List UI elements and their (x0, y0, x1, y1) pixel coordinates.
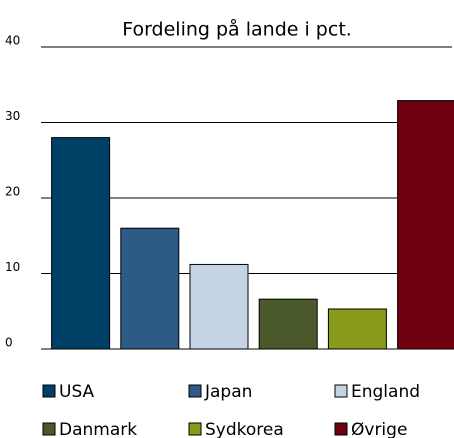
legend-label: Japan (204, 382, 252, 402)
legend-label: USA (59, 382, 95, 402)
legend-label: Sydkorea (205, 420, 284, 438)
legend-swatch (42, 422, 56, 436)
y-tick-label: 40 (5, 34, 20, 48)
legend-swatch (188, 422, 202, 436)
y-tick-label: 30 (5, 109, 20, 123)
bar (397, 100, 454, 350)
legend-label: Danmark (59, 420, 137, 438)
bar (258, 298, 318, 350)
bar (327, 308, 387, 350)
bar (189, 263, 249, 350)
legend-swatch (188, 384, 202, 398)
legend-swatch (42, 384, 56, 398)
bar (120, 227, 180, 350)
legend-swatch (334, 384, 348, 398)
y-tick-label: 20 (5, 185, 20, 199)
chart-title: Fordeling på lande i pct. (122, 18, 352, 41)
y-tick-label: 0 (5, 336, 13, 350)
legend-label: Øvrige (351, 420, 407, 438)
legend-swatch (334, 422, 348, 436)
legend-label: England (351, 382, 420, 402)
bar (51, 137, 111, 350)
y-tick-label: 10 (5, 260, 20, 274)
